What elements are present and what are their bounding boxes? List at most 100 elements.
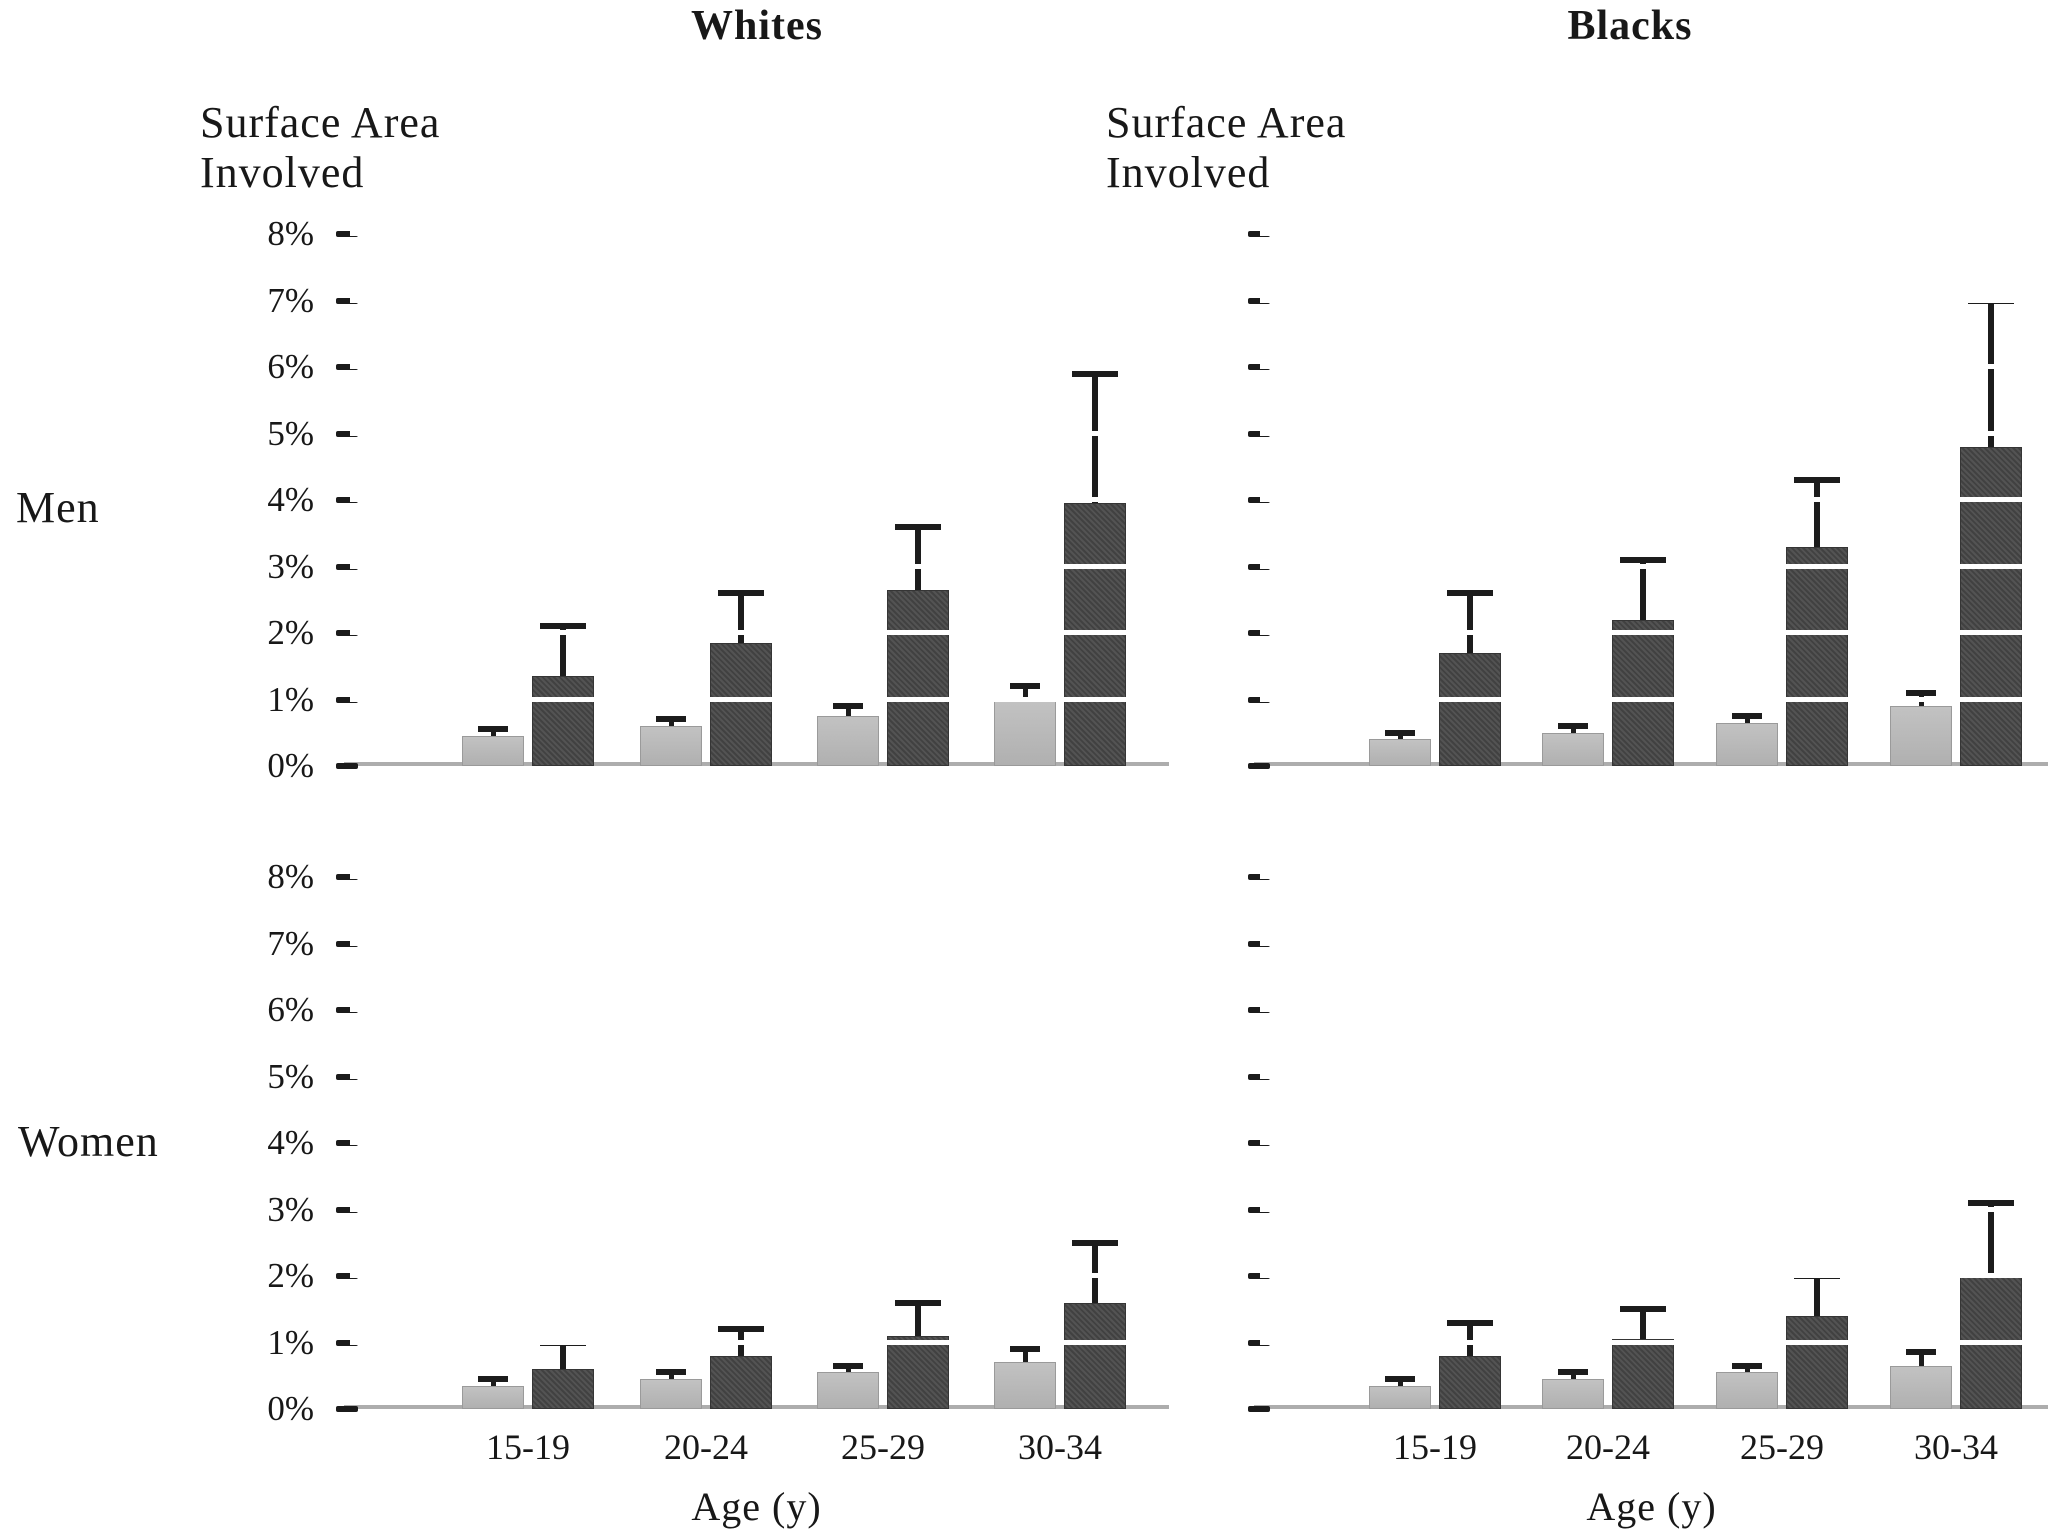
error-bar-line <box>1744 716 1750 723</box>
y-tick-dash <box>336 1007 358 1013</box>
error-bar-cap <box>656 716 686 723</box>
error-bar-cap <box>1620 556 1666 563</box>
error-bar-cap <box>1906 1349 1936 1356</box>
x-tick-label: 15-19 <box>486 1427 570 1467</box>
error-bar-cap <box>833 1362 863 1369</box>
y-tick-dash <box>1248 297 1270 304</box>
gridline <box>1260 630 2043 635</box>
gridline <box>1260 1007 2043 1012</box>
error-bar-line <box>1988 300 1994 447</box>
gridline <box>1260 1206 2043 1212</box>
column-title-blacks: Blacks <box>1567 3 1693 49</box>
bar-light-15-19 <box>462 1385 524 1409</box>
gridline <box>350 1073 1163 1079</box>
y-tick-label: 1% <box>267 1322 314 1362</box>
y-tick-label: 5% <box>267 1056 314 1096</box>
y-tick-label: 5% <box>267 413 314 453</box>
bar-dark-25-29 <box>887 589 949 766</box>
bar-light-20-24 <box>640 1379 702 1409</box>
x-tick-label: 15-19 <box>1393 1427 1477 1467</box>
y-axis-label-right-line2: Involved <box>1106 148 1271 197</box>
y-tick-dash <box>336 874 358 880</box>
y-tick-label: 4% <box>267 1123 314 1162</box>
error-bar-cap <box>540 623 586 630</box>
y-tick-label: 7% <box>267 923 314 963</box>
y-axis-label-left-line2: Involved <box>200 148 365 197</box>
y-tick-dash <box>1248 1273 1270 1279</box>
error-bar-line <box>1467 1322 1473 1356</box>
y-tick-dash <box>336 696 358 703</box>
y-axis-label-left-line1: Surface Area <box>200 98 441 147</box>
gridline <box>1260 297 2043 303</box>
gridline <box>1260 696 2043 702</box>
y-tick-dash <box>1248 874 1270 880</box>
bar-dark-15-19 <box>1439 1355 1501 1409</box>
y-tick-label: 6% <box>267 990 314 1029</box>
x-axis-title: Age (y) <box>691 1484 822 1529</box>
error-bar-cap <box>478 1376 508 1383</box>
panel-blacks-men <box>1254 210 2048 766</box>
error-bar-line <box>1092 373 1098 504</box>
y-tick-label: 8% <box>267 857 314 896</box>
row-label-men: Men <box>16 483 100 532</box>
y-tick-dash <box>1248 1007 1270 1013</box>
y-tick-dash <box>1248 1206 1270 1213</box>
x-tick-label: 25-29 <box>841 1427 925 1467</box>
gridline <box>1260 430 2043 436</box>
y-axis-label-right: Surface Area Involved <box>1106 98 1346 198</box>
y-tick-dash <box>336 1406 358 1412</box>
x-tick-label: 20-24 <box>1566 1427 1650 1467</box>
y-tick-label: 4% <box>267 480 314 519</box>
error-bar-line <box>1640 1309 1646 1340</box>
gridline <box>1260 1339 2043 1345</box>
bar-light-20-24 <box>1542 1379 1604 1409</box>
x-tick-label: 25-29 <box>1740 1427 1824 1467</box>
y-tick-dash <box>1248 231 1270 237</box>
gridline <box>1260 1273 2043 1278</box>
gridline <box>1260 874 2043 879</box>
error-bar-line <box>1467 593 1473 653</box>
error-bar-line <box>1744 1365 1750 1373</box>
error-bar-cap <box>1385 729 1415 736</box>
panel-blacks-women <box>1254 853 2048 1409</box>
error-bar-cap <box>1072 1239 1118 1246</box>
y-tick-label: 2% <box>267 613 314 652</box>
column-title-whites: Whites <box>691 3 823 49</box>
error-bar-cap <box>1385 1376 1415 1383</box>
error-bar-line <box>668 1372 674 1380</box>
gridline <box>1260 231 2043 236</box>
error-bar-cap <box>1010 683 1040 690</box>
error-bar-line <box>1397 732 1403 740</box>
error-bar-cap <box>1558 723 1588 730</box>
y-tick-label: 1% <box>267 679 314 719</box>
x-tick-label: 20-24 <box>664 1427 748 1467</box>
y-tick-dash <box>1248 1406 1270 1412</box>
error-bar-cap <box>478 726 508 733</box>
gridline <box>1260 563 2043 569</box>
error-bar-cap <box>1010 1346 1040 1353</box>
error-bar-cap <box>718 590 764 597</box>
bar-light-25-29 <box>817 1372 879 1409</box>
error-bar-line <box>915 526 921 590</box>
y-tick-label: 7% <box>267 280 314 320</box>
y-tick-dash <box>336 563 358 570</box>
gridline <box>1260 940 2043 946</box>
gridline <box>350 497 1163 502</box>
bar-dark-20-24 <box>1612 619 1674 766</box>
bar-light-20-24 <box>640 726 702 766</box>
bar-light-30-34 <box>1890 706 1952 766</box>
error-bar-line <box>1397 1379 1403 1386</box>
bar-light-25-29 <box>1716 722 1778 766</box>
y-tick-dash <box>1248 364 1270 370</box>
gridline <box>350 696 1163 702</box>
error-bar-cap <box>1732 713 1762 720</box>
bar-light-15-19 <box>462 736 524 766</box>
y-tick-dash <box>1248 630 1270 636</box>
y-tick-dash <box>336 430 358 437</box>
error-bar-cap <box>1447 590 1493 597</box>
bar-light-30-34 <box>1890 1365 1952 1409</box>
error-bar-cap <box>833 703 863 710</box>
gridline <box>1260 1140 2043 1145</box>
error-bar-line <box>1988 1202 1994 1276</box>
